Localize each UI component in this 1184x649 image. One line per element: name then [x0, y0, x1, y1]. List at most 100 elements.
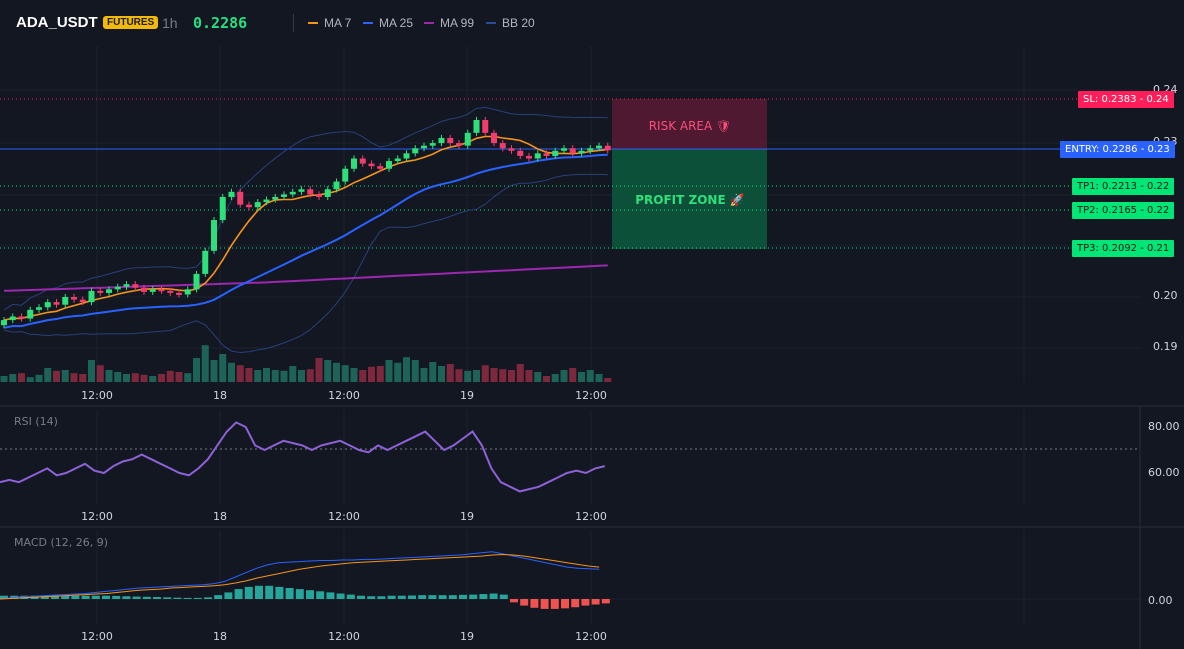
- macd-histogram-bar: [540, 599, 549, 609]
- tp1-tag[interactable]: TP1: 0.2213 - 0.22: [1072, 178, 1175, 195]
- macd-histogram-bar: [561, 599, 569, 609]
- macd-histogram-bar: [550, 599, 559, 609]
- sl-tag[interactable]: SL: 0.2383 - 0.24: [1078, 91, 1174, 108]
- volume-bar: [429, 362, 437, 382]
- volume-bar: [420, 368, 428, 382]
- time-tick: 12:00: [575, 510, 607, 523]
- macd-histogram-bar: [316, 591, 325, 599]
- macd-histogram-bar: [255, 585, 263, 599]
- entry-tag[interactable]: ENTRY: 0.2286 - 0.23: [1060, 141, 1175, 158]
- candle-body: [508, 148, 515, 151]
- candle-body: [491, 132, 497, 144]
- volume-bar: [271, 370, 279, 382]
- candle-body: [9, 316, 16, 321]
- tp3-tag[interactable]: TP3: 0.2092 - 0.21: [1072, 240, 1175, 257]
- tp2-tag-label: TP2: 0.2165: [1077, 205, 1138, 216]
- candle-body: [543, 153, 550, 156]
- volume-bar: [464, 370, 472, 382]
- legend-ma7[interactable]: MA 7: [308, 16, 351, 30]
- last-price: 0.2286: [193, 14, 248, 32]
- macd-label[interactable]: MACD (12, 26, 9): [14, 536, 108, 549]
- legend-ma25[interactable]: MA 25: [363, 16, 413, 30]
- candle-body: [228, 191, 235, 197]
- sl-tag-axis: 0.24: [1146, 94, 1169, 105]
- legend-bb20[interactable]: BB 20: [486, 16, 535, 30]
- candle-body: [526, 155, 532, 159]
- time-tick: 12:00: [328, 389, 360, 402]
- volume-bar: [586, 370, 594, 382]
- bb-lower-band: [3, 173, 608, 354]
- candle-body: [219, 196, 226, 221]
- candle-body: [429, 143, 436, 146]
- symbol-label[interactable]: ADA_USDT: [16, 14, 98, 31]
- macd-histogram-bar: [469, 594, 478, 599]
- volume-bar: [114, 372, 122, 382]
- candle-body: [1, 320, 7, 326]
- macd-histogram-bar: [204, 597, 212, 599]
- sl-tag-label: SL: 0.2383: [1083, 94, 1137, 105]
- volume-bar: [438, 366, 445, 382]
- candle-body: [289, 191, 296, 195]
- ma99-swatch-icon: [424, 22, 434, 24]
- rsi-label[interactable]: RSI (14): [14, 415, 58, 428]
- volume-bar: [140, 374, 148, 382]
- macd-tick: 0.00: [1148, 594, 1173, 607]
- macd-histogram-bar: [357, 595, 365, 599]
- legend-ma99[interactable]: MA 99: [424, 16, 474, 30]
- candle-body: [403, 153, 410, 159]
- macd-histogram-bar: [102, 595, 110, 599]
- candle-body: [561, 148, 567, 151]
- candle-body: [106, 289, 112, 293]
- volume-bar: [70, 373, 78, 382]
- macd-series: [0, 551, 600, 600]
- candle-body: [377, 166, 384, 169]
- macd-histogram-bar: [163, 597, 172, 599]
- macd-histogram-bar: [397, 595, 406, 599]
- volume-bar: [123, 374, 130, 382]
- ma99-line: [3, 264, 608, 292]
- time-tick: 12:00: [81, 510, 113, 523]
- candle-body: [499, 143, 506, 149]
- volume-bar: [455, 369, 463, 382]
- macd-histogram-bar: [499, 594, 508, 599]
- macd-histogram-bar: [295, 589, 304, 599]
- macd-histogram-bar: [214, 595, 223, 599]
- timeframe-selector[interactable]: 1h: [162, 15, 178, 31]
- macd-histogram-bar: [367, 596, 376, 599]
- profit-zone[interactable]: [612, 149, 767, 249]
- rsi-tick: 80.00: [1148, 420, 1180, 433]
- bb20-swatch-icon: [486, 22, 496, 24]
- candle-body: [62, 297, 69, 305]
- volume-bar: [44, 368, 52, 382]
- volume-bar: [385, 360, 393, 382]
- ma7-label: MA 7: [324, 16, 352, 30]
- volume-bar: [263, 368, 270, 382]
- volume-bar: [534, 372, 542, 382]
- volume-bar: [481, 365, 489, 382]
- volume-bar: [368, 366, 375, 382]
- candle-body: [587, 148, 594, 151]
- candle-body: [534, 153, 541, 159]
- macd-histogram-bar: [326, 592, 335, 599]
- macd-signal-series: [0, 553, 600, 600]
- time-tick: 12:00: [575, 389, 607, 402]
- candle-body: [421, 145, 427, 149]
- rsi-line: [0, 421, 606, 493]
- volume-bar: [551, 374, 559, 382]
- candle-body: [114, 286, 121, 290]
- macd-histogram-bar: [459, 594, 467, 599]
- candles[interactable]: [1, 116, 611, 329]
- macd-histogram-bar: [224, 592, 233, 599]
- volume-bar: [289, 366, 297, 382]
- candle-body: [167, 290, 174, 293]
- macd-histogram-bar: [112, 595, 121, 599]
- macd-histogram-bar: [479, 594, 488, 599]
- candle-body: [176, 292, 182, 295]
- volume-bar: [131, 373, 139, 382]
- risk-area-zone[interactable]: [612, 99, 767, 149]
- candle-body: [88, 290, 95, 303]
- tp2-tag[interactable]: TP2: 0.2165 - 0.22: [1072, 202, 1175, 219]
- macd-histogram-bar: [275, 586, 284, 599]
- chart-header: ADA_USDT FUTURES 1h 0.2286 MA 7 MA 25 MA…: [0, 0, 1184, 46]
